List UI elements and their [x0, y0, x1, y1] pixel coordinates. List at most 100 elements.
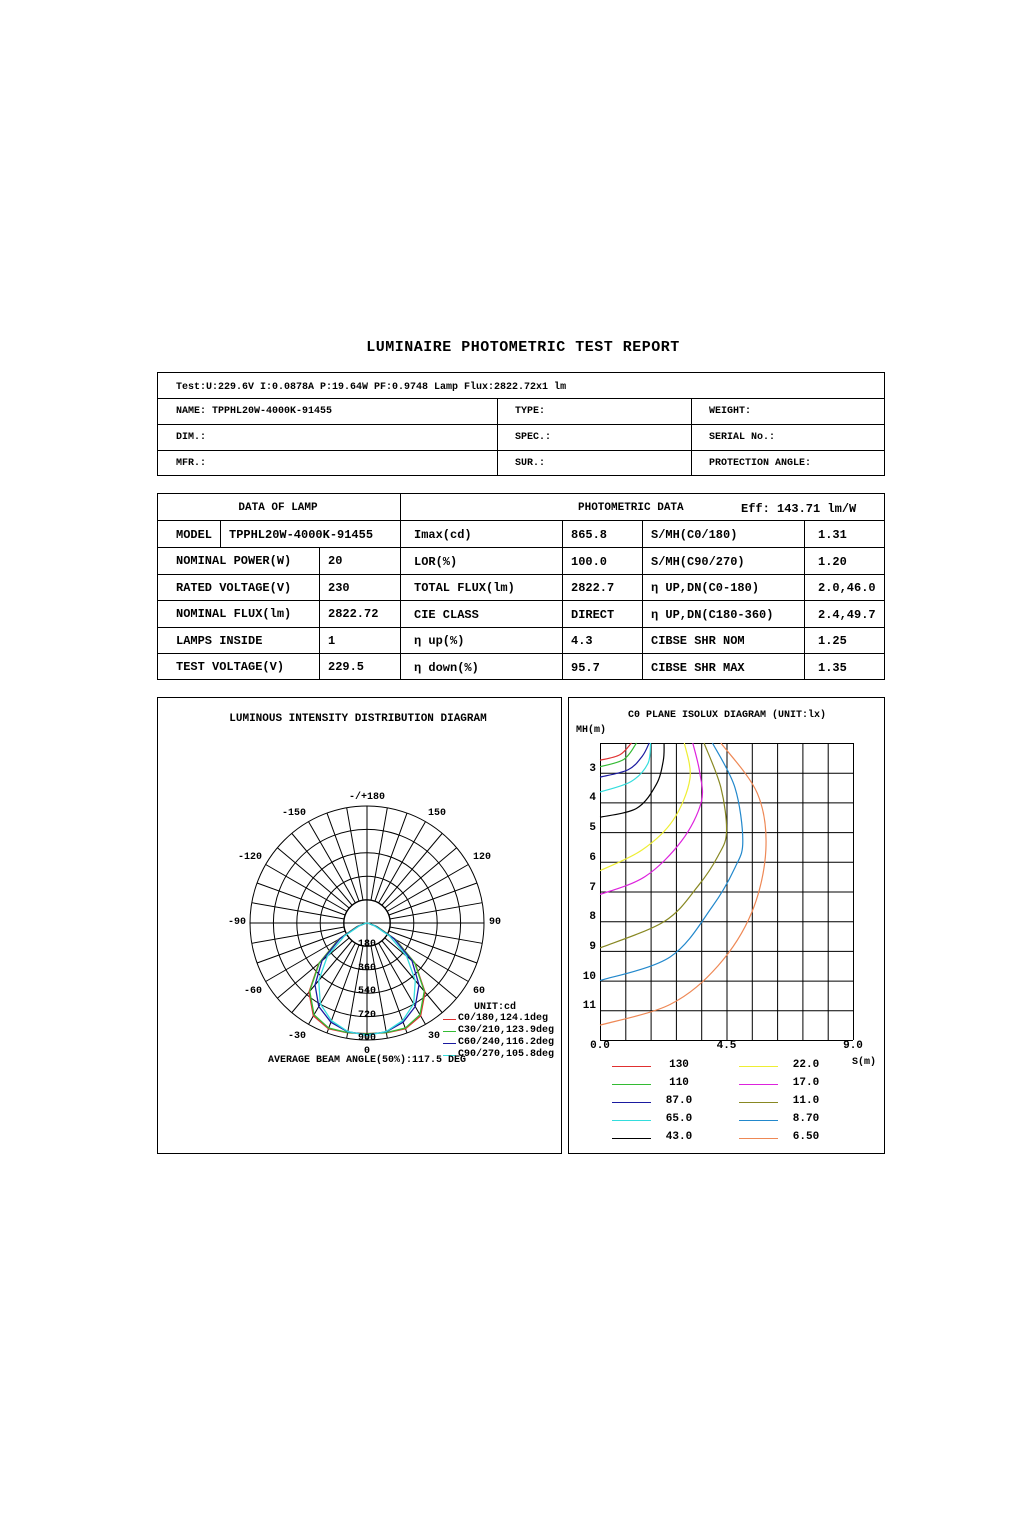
lamp-value: 229.5 [328, 660, 365, 674]
y-axis-label: MH(m) [576, 725, 607, 736]
legend-label: 11.0 [792, 1095, 820, 1107]
intensity-curve [318, 922, 416, 1037]
y-tick: 7 [589, 881, 596, 894]
polar-spoke [265, 864, 348, 912]
isolux-curve [599, 742, 638, 768]
isolux-panel [568, 697, 885, 1154]
lamp-value: 1 [328, 633, 336, 648]
photometric-cell: η UP,DN(C180-360) [651, 607, 774, 622]
isolux-curve [599, 742, 652, 793]
y-tick: 4 [589, 792, 596, 805]
legend-label: 65.0 [665, 1113, 693, 1125]
photometric-cell: S/MH(C90/270) [651, 554, 745, 569]
info-cell: WEIGHT: [709, 406, 752, 417]
report-title: LUMINAIRE PHOTOMETRIC TEST REPORT [366, 339, 680, 356]
y-tick: 5 [589, 822, 596, 835]
photometric-cell: 1.25 [818, 634, 847, 648]
legend-label: 43.0 [665, 1131, 693, 1143]
model-value: TPPHL20W-4000K-91455 [229, 528, 374, 542]
angle-label: 150 [427, 808, 447, 819]
y-tick: 10 [582, 970, 596, 983]
isolux-curve [599, 742, 744, 982]
photometric-cell: S/MH(C0/180) [651, 528, 738, 542]
polar-spoke [384, 937, 457, 999]
angle-label: -30 [287, 1031, 307, 1042]
x-tick: 9.0 [843, 1040, 863, 1052]
polar-spoke [388, 930, 478, 964]
info-cell: PROTECTION ANGLE: [709, 458, 812, 469]
lamp-value: 2822.72 [328, 607, 379, 621]
photometric-cell: TOTAL FLUX(lm) [414, 581, 515, 595]
ring-label: 720 [357, 1009, 377, 1021]
info-cell: TYPE: [515, 406, 546, 417]
angle-label: 30 [427, 1031, 441, 1042]
polar-spoke [374, 812, 408, 902]
polar-spoke [370, 945, 388, 1039]
isolux-curve [599, 742, 632, 761]
polar-spoke [251, 926, 345, 944]
photometric-cell: 2.4,49.7 [818, 607, 876, 622]
photometric-cell: 100.0 [571, 554, 608, 569]
polar-spoke [388, 882, 478, 916]
lamp-label: NOMINAL POWER(W) [176, 554, 292, 568]
info-cell: NAME: TPPHL20W-4000K-91455 [176, 406, 333, 417]
photometric-cell: 2822.7 [571, 581, 615, 595]
ring-label: 180 [357, 939, 377, 951]
photometric-cell: 95.7 [571, 660, 600, 675]
y-tick: 11 [582, 1000, 596, 1013]
polar-spoke [291, 940, 353, 1013]
legend-label: C0/180,124.1deg [458, 1013, 549, 1024]
polar-spoke [308, 942, 356, 1025]
angle-label: 0 [363, 1046, 371, 1057]
legend-label: 8.70 [792, 1113, 820, 1125]
polar-spoke [326, 812, 360, 902]
polar-spoke [256, 882, 346, 916]
legend-label: 6.50 [792, 1131, 820, 1143]
intensity-panel [157, 697, 562, 1154]
photometric-cell: CIBSE SHR MAX [651, 660, 745, 675]
y-tick: 8 [589, 911, 596, 924]
photometric-cell: CIE CLASS [414, 607, 479, 622]
photometric-cell: η up(%) [414, 634, 465, 648]
lamp-value: 230 [328, 580, 350, 595]
polar-spoke [374, 944, 408, 1034]
x-tick: 4.5 [716, 1040, 737, 1052]
isolux-title: C0 PLANE ISOLUX DIAGRAM (UNIT:lx) [627, 710, 827, 721]
test-conditions: Test:U:229.6V I:0.0878A P:19.64W PF:0.97… [176, 382, 567, 393]
y-tick: 9 [589, 940, 596, 953]
polar-spoke [256, 930, 346, 964]
data-table [157, 493, 885, 680]
polar-spoke [384, 847, 457, 909]
polar-spoke [346, 807, 364, 901]
photometric-cell: η down(%) [414, 660, 479, 675]
info-cell: MFR.: [176, 458, 207, 469]
polar-spoke [378, 942, 426, 1025]
x-axis-label: S(m) [852, 1057, 877, 1068]
isolux-curve [599, 742, 665, 818]
legend-label: 17.0 [792, 1077, 820, 1089]
photometric-header: PHOTOMETRIC DATA [578, 502, 684, 514]
legend-label: 110 [669, 1077, 689, 1089]
polar-spoke [381, 833, 443, 906]
angle-label: -150 [281, 808, 307, 819]
polar-spoke [251, 902, 345, 920]
isolux-curve [599, 742, 728, 949]
angle-label: 90 [488, 917, 502, 928]
ring-label: 540 [357, 986, 377, 998]
isolux-curve [599, 742, 767, 1026]
photometric-cell: Imax(cd) [414, 528, 472, 542]
isolux-curve [599, 742, 650, 778]
beam-angle: AVERAGE BEAM ANGLE(50%):117.5 DEG [267, 1055, 467, 1066]
legend-label: 22.0 [792, 1059, 820, 1071]
photometric-cell: 1.20 [818, 554, 847, 569]
unit-label: UNIT:cd [474, 1002, 517, 1013]
angle-label: 60 [472, 986, 486, 997]
polar-spoke [378, 821, 426, 904]
angle-label: -60 [243, 986, 263, 997]
polar-spoke [389, 902, 483, 920]
info-cell: SPEC.: [515, 432, 552, 443]
photometric-cell: 1.31 [818, 528, 847, 542]
angle-label: -90 [227, 917, 247, 928]
polar-spoke [386, 934, 469, 982]
